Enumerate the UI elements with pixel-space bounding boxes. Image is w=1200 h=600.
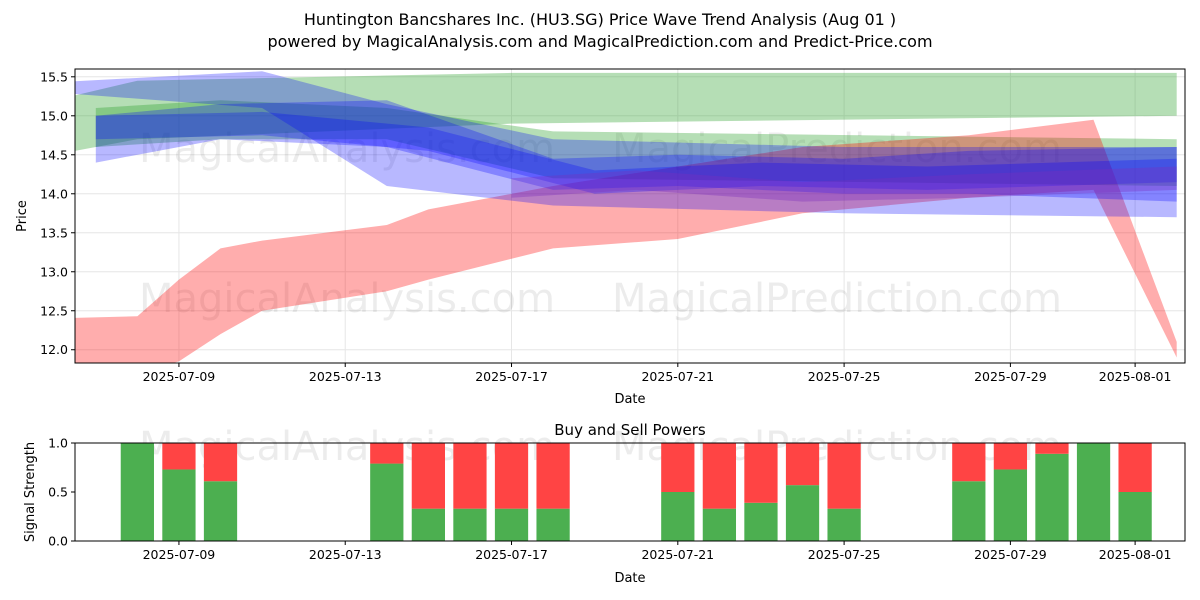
x-tick-label: 2025-07-17: [475, 369, 548, 384]
x-tick-label: 2025-07-21: [641, 369, 714, 384]
x-tick-label: 2025-07-13: [309, 547, 382, 562]
buy-bar: [952, 481, 986, 541]
sell-bar: [702, 443, 737, 509]
y-tick-label: 14.5: [40, 147, 68, 162]
x-tick-label: 2025-07-21: [641, 547, 714, 562]
price-grid: [75, 69, 1185, 363]
buy-bar: [1076, 443, 1111, 541]
buy-bar: [453, 508, 487, 541]
sell-bar: [411, 443, 445, 509]
sell-bar: [785, 443, 820, 486]
watermark-prediction: MagicalPrediction.com: [612, 126, 1062, 172]
buy-bar: [411, 508, 445, 541]
buy-bar: [1118, 492, 1152, 541]
sell-bar: [370, 443, 404, 464]
sell-bar: [952, 443, 986, 482]
buy-bar: [203, 481, 238, 541]
y-tick-label: 15.0: [40, 108, 68, 123]
y-tick-label: 12.5: [40, 303, 68, 318]
buy-bar: [494, 508, 529, 541]
watermark-analysis: MagicalAnalysis.com: [139, 276, 555, 322]
x-tick-label: 2025-08-01: [1099, 369, 1172, 384]
signal-x-label: Date: [614, 571, 645, 586]
sell-bar: [1118, 443, 1152, 492]
buy-bar: [370, 463, 404, 541]
sell-bar: [453, 443, 487, 509]
price-y-ticks: 12.0 12.5 13.0 13.5 14.0 14.5 15.0 15.5: [40, 69, 75, 357]
sell-bar: [1035, 443, 1069, 454]
y-tick-label: 12.0: [40, 342, 68, 357]
wave-band-green-1: [95, 100, 1177, 186]
x-tick-label: 2025-07-13: [309, 369, 382, 384]
y-tick-label: 15.5: [40, 69, 68, 84]
y-tick-label: 13.0: [40, 264, 68, 279]
watermark-prediction: MagicalPrediction.com: [612, 276, 1062, 322]
y-tick-label: 0.5: [48, 485, 68, 500]
sell-bar: [744, 443, 778, 503]
buy-bar: [536, 508, 570, 541]
price-y-label: Price: [15, 200, 30, 232]
x-tick-label: 2025-07-29: [974, 369, 1047, 384]
main-title-line2: powered by MagicalAnalysis.com and Magic…: [267, 32, 932, 51]
watermark-analysis: MagicalAnalysis.com: [139, 126, 555, 172]
wave-bands: [75, 71, 1177, 363]
y-tick-label: 0.0: [48, 534, 68, 549]
price-x-label: Date: [614, 392, 645, 407]
buy-bar: [162, 469, 196, 541]
x-tick-label: 2025-07-17: [475, 547, 548, 562]
sell-bar: [827, 443, 861, 509]
buy-bar: [827, 508, 861, 541]
price-watermarks: MagicalAnalysis.com MagicalPrediction.co…: [139, 126, 1062, 322]
sell-bar: [661, 443, 695, 492]
sell-bar: [536, 443, 570, 509]
buy-bar: [993, 469, 1028, 541]
main-title-line1: Huntington Bancshares Inc. (HU3.SG) Pric…: [304, 10, 896, 29]
x-tick-label: 2025-07-09: [143, 369, 216, 384]
buy-bar: [120, 443, 154, 541]
wave-band-red-2: [75, 119, 1177, 363]
price-chart: MagicalAnalysis.com MagicalPrediction.co…: [15, 68, 1186, 407]
buy-bar: [1035, 453, 1069, 541]
wave-band-blue-3: [75, 71, 1177, 218]
signal-y-ticks: 0.0 0.5 1.0: [48, 436, 75, 549]
wave-band-blue-4: [95, 100, 1177, 202]
x-tick-label: 2025-07-09: [143, 547, 216, 562]
price-x-ticks: 2025-07-09 2025-07-13 2025-07-17 2025-07-21…: [143, 363, 1172, 384]
sell-bar: [993, 443, 1028, 470]
wave-band-blue-5: [95, 111, 1177, 194]
sell-bar: [203, 443, 238, 482]
buy-bar: [744, 502, 778, 541]
price-frame: [74, 68, 1186, 364]
signal-bars: [120, 443, 1152, 541]
buy-bar: [785, 485, 820, 541]
sell-bar: [162, 443, 196, 470]
y-tick-label: 1.0: [48, 436, 68, 451]
wave-band-green-0: [75, 72, 1177, 151]
x-tick-label: 2025-07-25: [808, 547, 881, 562]
watermark-analysis: MagicalAnalysis.com: [139, 424, 555, 470]
x-tick-label: 2025-08-01: [1099, 547, 1172, 562]
x-tick-label: 2025-07-25: [808, 369, 881, 384]
signal-y-label: Signal Strength: [23, 442, 38, 542]
signal-x-ticks: 2025-07-09 2025-07-13 2025-07-17 2025-07-21…: [143, 541, 1172, 562]
y-tick-label: 14.0: [40, 186, 68, 201]
sell-bar: [494, 443, 529, 509]
wave-band-purple-6: [511, 166, 1177, 202]
y-tick-label: 13.5: [40, 225, 68, 240]
bands-clip: [75, 71, 1177, 363]
x-tick-label: 2025-07-29: [974, 547, 1047, 562]
signal-chart: Buy and Sell Powers MagicalAnalysis.com …: [23, 421, 1186, 586]
buy-bar: [702, 508, 737, 541]
signal-title: Buy and Sell Powers: [554, 421, 706, 439]
buy-bar: [661, 492, 695, 541]
